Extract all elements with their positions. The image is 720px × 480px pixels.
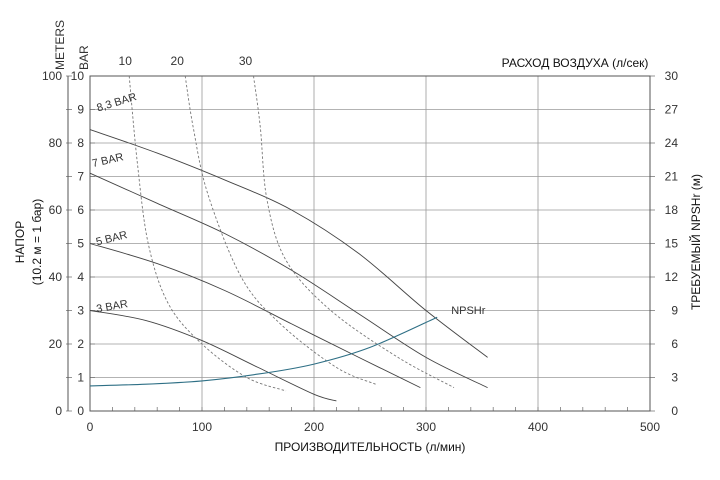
- series-label-npshr: NPSHr: [451, 305, 486, 317]
- bar-tick-label: 0: [77, 404, 84, 418]
- bar-tick-label: 3: [77, 304, 84, 318]
- meters-tick-label: 80: [49, 136, 63, 150]
- top-axis-title: РАСХОД ВОЗДУХА (л/сек): [502, 56, 649, 70]
- npsh-tick-label: 18: [665, 203, 679, 217]
- x-tick-label: 200: [304, 420, 324, 434]
- series-label-8-3-bar: 8,3 BAR: [95, 91, 138, 114]
- x-tick-label: 500: [640, 420, 660, 434]
- series-label-3-bar: 3 BAR: [95, 298, 128, 315]
- bar-tick-label: 8: [77, 136, 84, 150]
- bar-axis-title: BAR: [77, 45, 91, 70]
- series-pump-3-bar: [89, 310, 337, 402]
- bar-tick-label: 4: [77, 270, 84, 284]
- right-axis-title: ТРЕБУЕМЫЙ NPSHr (м): [688, 174, 703, 310]
- npsh-tick-label: 15: [665, 237, 679, 251]
- series-label-7-bar: 7 BAR: [91, 151, 125, 170]
- bar-tick-label: 2: [77, 337, 84, 351]
- meters-axis-title: METERS: [53, 20, 67, 70]
- npsh-tick-label: 3: [671, 371, 678, 385]
- meters-tick-label: 60: [49, 203, 63, 217]
- left-axis-title-line2: (10.2 м = 1 бар): [30, 199, 44, 286]
- series-pump-5-bar: [89, 243, 421, 389]
- npsh-tick-label: 6: [671, 337, 678, 351]
- bar-tick-label: 10: [71, 69, 85, 83]
- labels: 0 100 200 300 400 500012345678910020406080100…: [42, 54, 678, 434]
- x-axis-title: ПРОИЗВОДИТЕЛЬНОСТЬ (л/мин): [275, 440, 466, 454]
- npsh-tick-label: 30: [665, 69, 679, 83]
- x-tick-label: 300: [416, 420, 436, 434]
- meters-tick-label: 40: [49, 270, 63, 284]
- bar-tick-label: 5: [77, 237, 84, 251]
- npsh-tick-label: 24: [665, 136, 679, 150]
- x-tick-label: 0: [87, 420, 94, 434]
- air-tick-label: 10: [119, 54, 133, 68]
- left-axis-title-line1: НАПОР: [13, 221, 27, 264]
- meters-tick-label: 0: [55, 404, 62, 418]
- series-air-30: [253, 75, 455, 388]
- air-tick-label: 30: [239, 54, 253, 68]
- bar-tick-label: 7: [77, 170, 84, 184]
- air-tick-label: 20: [171, 54, 185, 68]
- npsh-tick-label: 9: [671, 304, 678, 318]
- meters-tick-label: 20: [49, 337, 63, 351]
- bar-tick-label: 9: [77, 103, 84, 117]
- meters-tick-label: 100: [42, 69, 62, 83]
- series-pump-8-3-bar: [89, 129, 488, 358]
- npsh-tick-label: 27: [665, 103, 679, 117]
- bar-tick-label: 6: [77, 203, 84, 217]
- series-label-5-bar: 5 BAR: [95, 229, 129, 248]
- npsh-tick-label: 0: [671, 404, 678, 418]
- series-layer: [89, 75, 488, 402]
- series-air-20: [184, 75, 376, 385]
- series-air-10: [128, 75, 287, 392]
- series-pump-7-bar: [89, 172, 488, 389]
- x-tick-label: 400: [528, 420, 548, 434]
- series-npsh-npshr: [89, 316, 438, 387]
- grid: [66, 75, 655, 412]
- npsh-tick-label: 21: [665, 170, 679, 184]
- x-tick-label: 100: [192, 420, 212, 434]
- npsh-tick-label: 12: [665, 270, 679, 284]
- bar-tick-label: 1: [77, 371, 84, 385]
